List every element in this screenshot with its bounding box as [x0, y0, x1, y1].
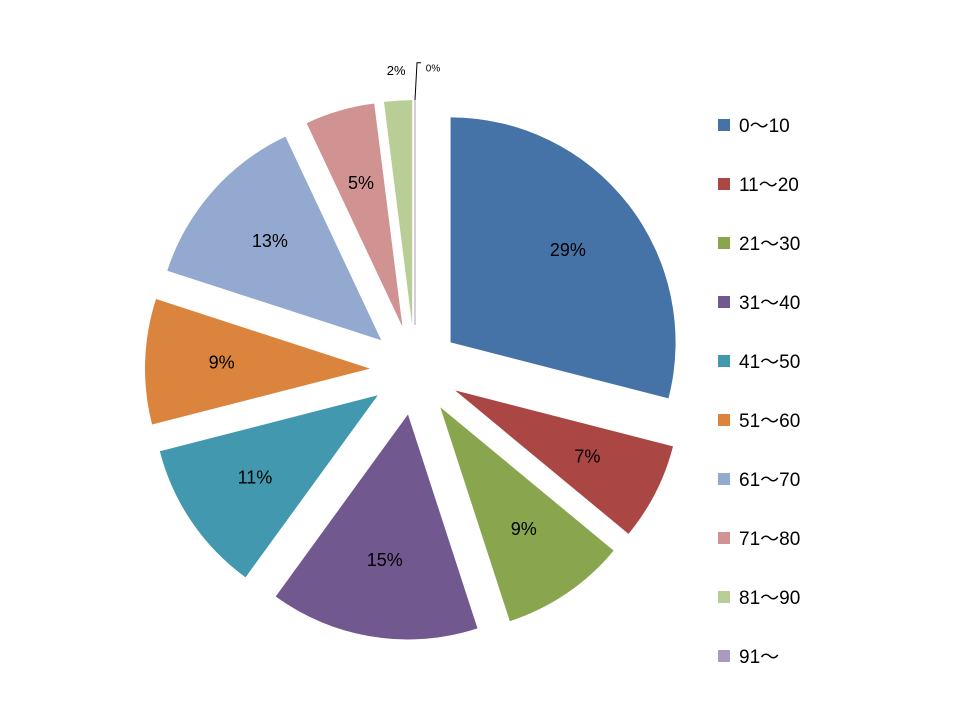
legend-swatch: [718, 354, 730, 367]
legend-swatch: [718, 649, 730, 662]
legend-label: 51〜60: [739, 411, 801, 432]
slice-data-label: 15%: [367, 550, 403, 570]
legend-item: 61〜70: [718, 449, 938, 508]
legend-swatch: [718, 413, 730, 426]
legend-swatch: [718, 177, 730, 190]
legend-label: 81〜90: [739, 588, 801, 609]
slice-data-label: 5%: [348, 173, 374, 193]
legend-label: 0〜10: [739, 116, 790, 137]
legend-item: 41〜50: [718, 331, 938, 390]
legend-label: 61〜70: [739, 470, 801, 491]
slice-data-label: 9%: [209, 353, 235, 373]
pie-slice: [306, 103, 403, 327]
legend-swatch: [718, 236, 730, 249]
pie-slice: [440, 407, 614, 622]
legend-item: 71〜80: [718, 508, 938, 567]
pie-slice: [275, 414, 478, 640]
legend-item: 0〜10: [718, 95, 938, 154]
slice-data-label: 0%: [426, 63, 441, 74]
pie-slice: [383, 100, 413, 326]
legend-item: 81〜90: [718, 567, 938, 626]
pie-slice: [450, 117, 676, 399]
legend-swatch: [718, 118, 730, 131]
pie-slice: [455, 390, 674, 534]
legend-swatch: [718, 531, 730, 544]
legend-swatch: [718, 295, 730, 308]
legend-label: 41〜50: [739, 352, 801, 373]
legend-item: 21〜30: [718, 213, 938, 272]
legend-item: 11〜20: [718, 154, 938, 213]
slice-data-label: 29%: [550, 240, 586, 260]
slice-data-label: 2%: [387, 63, 406, 78]
legend-label: 31〜40: [739, 293, 801, 314]
pie-slice: [167, 136, 382, 341]
legend-swatch: [718, 590, 730, 603]
legend-item: 31〜40: [718, 272, 938, 331]
legend-item: 51〜60: [718, 390, 938, 449]
legend-label: 11〜20: [739, 175, 799, 196]
pie-slice: [159, 395, 378, 578]
legend-label: 71〜80: [739, 529, 801, 550]
pie-slice: [145, 299, 371, 425]
legend-item: 91〜: [718, 626, 938, 685]
label-leader-line: [414, 62, 421, 101]
legend-label: 21〜30: [739, 234, 801, 255]
legend-swatch: [718, 472, 730, 485]
slice-data-label: 13%: [252, 231, 288, 251]
legend-label: 91〜: [739, 647, 780, 668]
slice-data-label: 7%: [574, 447, 600, 467]
legend: 0〜10 11〜20 21〜30 31〜40 41〜50 51〜60 61〜70 71〜80 8…: [718, 95, 938, 685]
slice-data-label: 9%: [511, 519, 537, 539]
slice-data-label: 11%: [238, 468, 273, 488]
